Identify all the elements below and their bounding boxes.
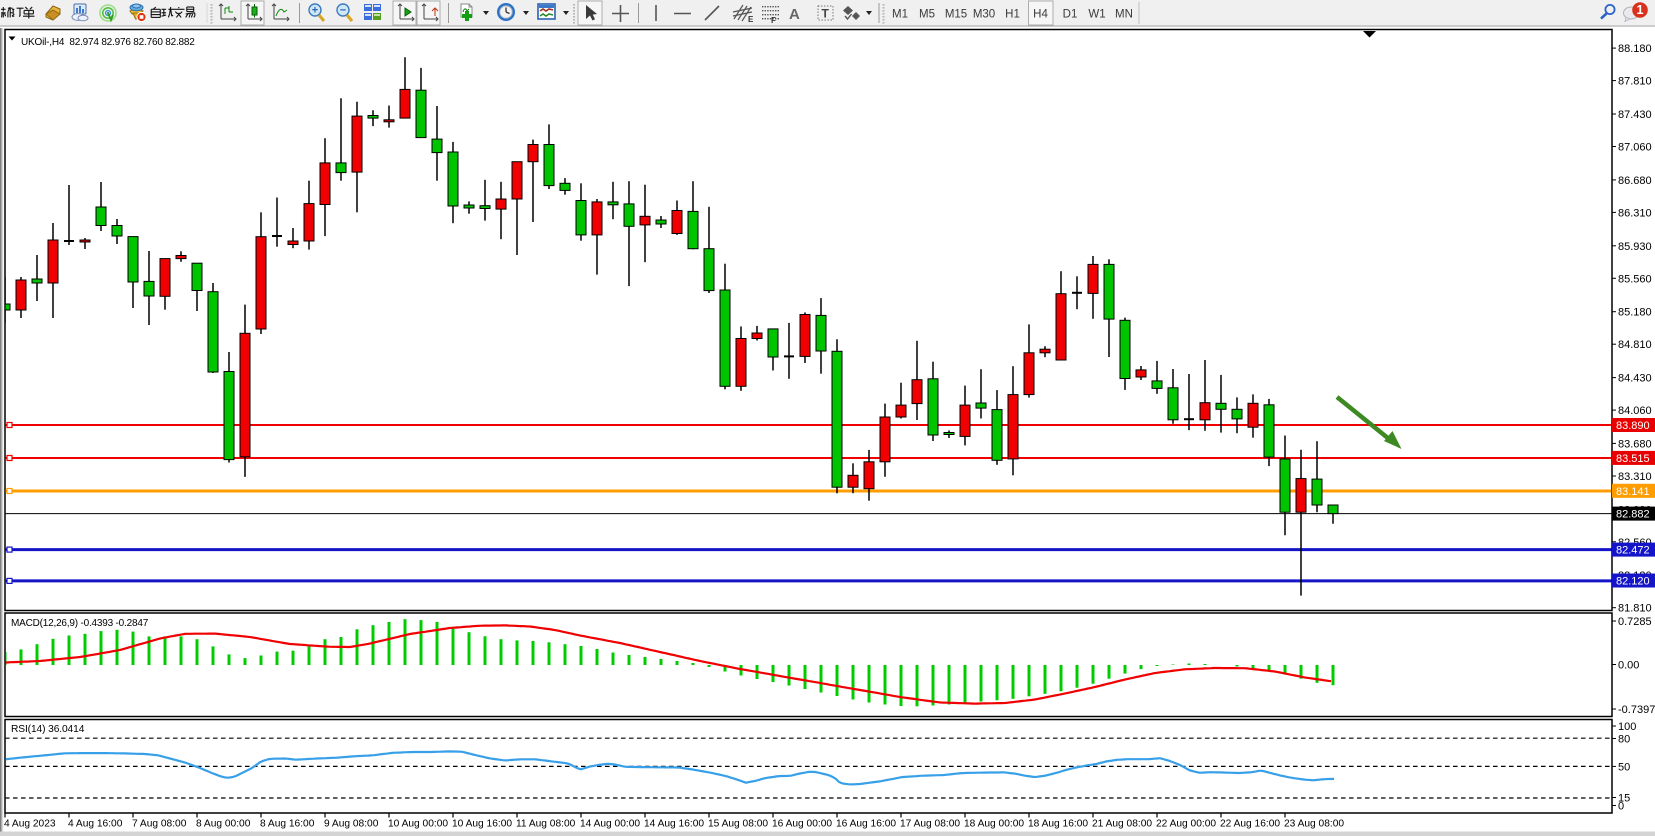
svg-text:0.7285: 0.7285 (1618, 616, 1652, 628)
svg-text:10 Aug 00:00: 10 Aug 00:00 (388, 819, 448, 830)
svg-text:7 Aug 08:00: 7 Aug 08:00 (132, 819, 187, 830)
svg-text:8 Aug 00:00: 8 Aug 00:00 (196, 819, 251, 830)
svg-text:88.180: 88.180 (1618, 43, 1652, 55)
svg-text:100: 100 (1618, 721, 1636, 733)
svg-text:80: 80 (1618, 734, 1630, 746)
svg-text:16 Aug 00:00: 16 Aug 00:00 (772, 819, 832, 830)
svg-text:1: 1 (1637, 3, 1644, 17)
svg-text:81.810: 81.810 (1618, 603, 1652, 615)
svg-text:W1: W1 (1088, 9, 1105, 21)
svg-text:86.310: 86.310 (1618, 207, 1652, 219)
svg-text:4 Aug 2023: 4 Aug 2023 (4, 819, 56, 830)
svg-text:MACD(12,26,9) -0.4393 -0.2847: MACD(12,26,9) -0.4393 -0.2847 (11, 618, 149, 629)
svg-text:UKOil-,H4 82.974 82.976 82.76: UKOil-,H4 82.974 82.976 82.760 82.882 (21, 37, 195, 48)
svg-text:−: − (340, 4, 346, 16)
svg-text:50: 50 (1618, 761, 1630, 773)
svg-text:0.00: 0.00 (1618, 660, 1639, 672)
svg-text:84.430: 84.430 (1618, 373, 1652, 385)
svg-text:86.680: 86.680 (1618, 175, 1652, 187)
svg-text:87.430: 87.430 (1618, 109, 1652, 121)
svg-text:82.882: 82.882 (1616, 509, 1650, 521)
svg-text:H4: H4 (1033, 9, 1048, 21)
svg-text:F: F (771, 16, 776, 25)
svg-text:87.810: 87.810 (1618, 76, 1652, 88)
svg-text:9 Aug 08:00: 9 Aug 08:00 (324, 819, 379, 830)
svg-text:A: A (789, 6, 800, 23)
svg-text:18 Aug 16:00: 18 Aug 16:00 (1028, 819, 1088, 830)
svg-text:8 Aug 16:00: 8 Aug 16:00 (260, 819, 315, 830)
svg-text:87.060: 87.060 (1618, 142, 1652, 154)
svg-text:M5: M5 (919, 9, 935, 21)
svg-text:85.180: 85.180 (1618, 307, 1652, 319)
svg-text:MN: MN (1115, 9, 1133, 21)
svg-text:15 Aug 08:00: 15 Aug 08:00 (708, 819, 768, 830)
svg-text:83.680: 83.680 (1618, 438, 1652, 450)
svg-text:82.472: 82.472 (1616, 545, 1650, 557)
svg-text:83.890: 83.890 (1616, 420, 1650, 432)
svg-text:23 Aug 08:00: 23 Aug 08:00 (1284, 819, 1344, 830)
svg-text:84.060: 84.060 (1618, 405, 1652, 417)
svg-text:0: 0 (1618, 801, 1624, 813)
svg-text:18 Aug 00:00: 18 Aug 00:00 (964, 819, 1024, 830)
svg-text:M30: M30 (973, 9, 995, 21)
svg-text:M15: M15 (945, 9, 967, 21)
svg-text:11 Aug 08:00: 11 Aug 08:00 (516, 819, 576, 830)
svg-text:H1: H1 (1005, 9, 1020, 21)
svg-text:4 Aug 16:00: 4 Aug 16:00 (68, 819, 123, 830)
svg-text:82.120: 82.120 (1616, 576, 1650, 588)
svg-text:83.310: 83.310 (1618, 471, 1652, 483)
svg-text:84.810: 84.810 (1618, 339, 1652, 351)
svg-text:17 Aug 08:00: 17 Aug 08:00 (900, 819, 960, 830)
svg-text:83.141: 83.141 (1616, 486, 1650, 498)
svg-text:E: E (748, 15, 754, 24)
svg-text:14 Aug 16:00: 14 Aug 16:00 (644, 819, 704, 830)
svg-text:22 Aug 00:00: 22 Aug 00:00 (1156, 819, 1216, 830)
svg-text:85.560: 85.560 (1618, 273, 1652, 285)
svg-text:T: T (822, 7, 830, 21)
svg-text:10 Aug 16:00: 10 Aug 16:00 (452, 819, 512, 830)
svg-text:83.515: 83.515 (1616, 453, 1650, 465)
svg-text:21 Aug 08:00: 21 Aug 08:00 (1092, 819, 1152, 830)
svg-text:14 Aug 00:00: 14 Aug 00:00 (580, 819, 640, 830)
svg-text:85.930: 85.930 (1618, 241, 1652, 253)
svg-text:15: 15 (1618, 793, 1630, 805)
svg-text:D1: D1 (1063, 9, 1078, 21)
svg-text:+: + (312, 4, 318, 16)
svg-text:16 Aug 16:00: 16 Aug 16:00 (836, 819, 896, 830)
svg-text:RSI(14) 36.0414: RSI(14) 36.0414 (11, 724, 85, 735)
svg-text:22 Aug 16:00: 22 Aug 16:00 (1220, 819, 1280, 830)
svg-text:-0.7397: -0.7397 (1618, 704, 1655, 716)
svg-text:M1: M1 (892, 9, 908, 21)
